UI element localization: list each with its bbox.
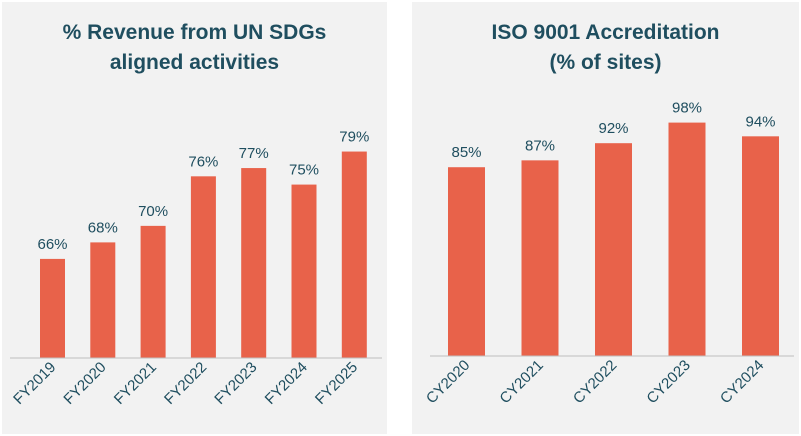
bar-fy2025 xyxy=(341,151,367,358)
data-label-cy2021: 87% xyxy=(525,137,555,154)
x-tick-label-fy2025: FY2025 xyxy=(312,359,361,408)
bar-cy2020 xyxy=(448,167,485,356)
data-label-fy2024: 75% xyxy=(289,162,319,179)
bar-fy2024 xyxy=(291,184,317,358)
x-tick-label-fy2020: FY2020 xyxy=(60,359,109,408)
x-tick-label-cy2020: CY2020 xyxy=(423,357,473,407)
x-tick-label-cy2023: CY2023 xyxy=(643,357,693,407)
chart-title: ISO 9001 Accreditation (% of sites) xyxy=(412,18,799,78)
data-label-fy2025: 79% xyxy=(339,129,369,146)
x-tick-label-fy2022: FY2022 xyxy=(161,359,210,408)
x-tick-label-cy2021: CY2021 xyxy=(496,357,546,407)
iso-bar-chart: 85% CY2020 87% CY2021 92% CY2022 98% CY2023 94% C… xyxy=(423,100,794,407)
x-tick-label-cy2022: CY2022 xyxy=(570,357,620,407)
x-tick-label-fy2019: FY2019 xyxy=(10,359,59,408)
bar-cy2022 xyxy=(595,143,632,356)
data-label-fy2020: 68% xyxy=(88,219,118,236)
x-tick-label-fy2023: FY2023 xyxy=(211,359,260,408)
bar-cy2024 xyxy=(742,136,779,356)
data-label-cy2020: 85% xyxy=(451,144,481,161)
data-label-cy2022: 92% xyxy=(598,120,628,137)
chart-title-line-2: aligned activities xyxy=(109,51,280,74)
x-tick-label-fy2024: FY2024 xyxy=(262,359,311,408)
chart-title: % Revenue from UN SDGs aligned activitie… xyxy=(2,18,387,78)
data-label-cy2024: 94% xyxy=(745,113,775,130)
data-label-fy2023: 77% xyxy=(239,145,269,162)
data-label-fy2019: 66% xyxy=(37,236,67,253)
chart-title-line-1: % Revenue from UN SDGs xyxy=(62,21,327,44)
bar-fy2021 xyxy=(140,225,166,358)
chart-title-line-1: ISO 9001 Accreditation xyxy=(491,21,720,44)
chart-title-line-2: (% of sites) xyxy=(549,51,662,74)
bar-fy2020 xyxy=(90,242,116,358)
x-tick-label-fy2021: FY2021 xyxy=(111,359,160,408)
chart-panel-revenue: % Revenue from UN SDGs aligned activitie… xyxy=(2,2,387,434)
x-tick-label-cy2024: CY2024 xyxy=(717,357,767,407)
bar-fy2022 xyxy=(190,176,216,358)
bar-cy2023 xyxy=(668,122,706,356)
bar-fy2019 xyxy=(40,258,65,358)
bar-cy2021 xyxy=(521,160,559,356)
data-label-fy2021: 70% xyxy=(138,203,168,220)
chart-panel-iso: ISO 9001 Accreditation (% of sites) 85% C… xyxy=(412,2,799,434)
bar-fy2023 xyxy=(241,168,267,358)
revenue-bar-chart: 66% FY2019 68% FY2020 70% FY2021 76% FY2022 77% F… xyxy=(10,129,382,408)
data-label-cy2023: 98% xyxy=(672,100,702,117)
data-label-fy2022: 76% xyxy=(188,153,218,170)
